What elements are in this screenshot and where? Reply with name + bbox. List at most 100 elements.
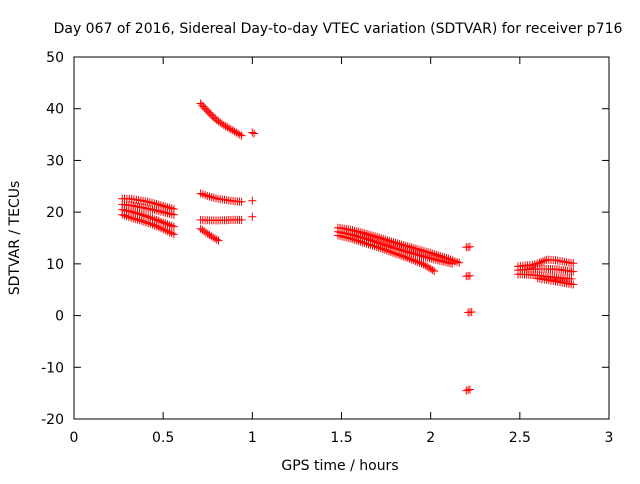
data-point — [129, 214, 138, 223]
data-point — [467, 308, 476, 316]
data-point — [237, 197, 246, 206]
data-point — [411, 257, 420, 266]
series-track-e3 — [464, 308, 476, 317]
data-point — [465, 385, 474, 394]
data-point — [350, 235, 359, 244]
data-point — [234, 129, 243, 138]
data-point — [389, 248, 397, 257]
x-tick-label: 2.5 — [509, 430, 531, 446]
data-point — [169, 210, 178, 219]
data-point — [133, 215, 142, 224]
data-point — [366, 241, 375, 249]
data-point — [127, 213, 136, 222]
data-point — [154, 223, 163, 232]
data-point — [465, 271, 474, 280]
data-point — [428, 266, 437, 274]
data-point — [383, 236, 392, 245]
series-track-d3 — [333, 231, 439, 276]
data-point — [395, 251, 404, 259]
data-point — [161, 226, 170, 235]
data-point — [221, 122, 230, 131]
data-point — [384, 247, 393, 256]
data-point — [368, 241, 377, 250]
data-point — [397, 251, 406, 260]
data-point — [210, 234, 219, 243]
data-point — [226, 125, 235, 134]
data-point — [382, 246, 391, 255]
data-point — [237, 215, 246, 224]
x-tick-label: 0 — [70, 430, 79, 446]
x-tick-label: 1 — [248, 430, 257, 446]
data-point — [161, 219, 170, 228]
data-point — [248, 196, 257, 205]
data-point — [453, 258, 462, 266]
data-point — [165, 228, 174, 237]
data-point — [137, 216, 146, 225]
data-point — [426, 248, 435, 257]
data-point — [232, 128, 241, 137]
data-point — [356, 237, 365, 246]
data-point — [537, 258, 546, 266]
series-track-b2 — [196, 189, 246, 206]
series-track-a4 — [118, 210, 178, 239]
data-point — [380, 245, 389, 254]
series-track-e2 — [462, 271, 474, 281]
data-point — [409, 256, 418, 265]
x-tick-label: 2 — [426, 430, 435, 446]
data-point — [248, 212, 257, 221]
data-point — [569, 267, 578, 276]
data-point — [364, 240, 373, 249]
data-point — [223, 123, 232, 132]
data-points — [118, 99, 578, 395]
data-point — [367, 231, 376, 240]
x-tick-label: 1.5 — [330, 430, 352, 446]
data-point — [448, 259, 457, 268]
series-track-b3 — [196, 215, 246, 225]
series-track-c1 — [248, 128, 259, 138]
data-point — [338, 232, 346, 241]
data-point — [248, 128, 257, 137]
data-point — [352, 236, 361, 245]
data-point — [393, 250, 401, 259]
data-point — [212, 235, 221, 244]
chart-title: Day 067 of 2016, Sidereal Day-to-day VTE… — [54, 21, 623, 37]
data-point — [569, 259, 578, 268]
data-point — [405, 254, 414, 263]
data-point — [376, 244, 385, 253]
data-point — [403, 253, 412, 262]
data-point — [354, 237, 363, 245]
data-point — [417, 259, 426, 268]
y-tick-labels: -20 -10 0 10 20 30 40 50 — [41, 50, 64, 428]
y-tick-label: 10 — [46, 257, 64, 273]
data-point — [348, 235, 357, 243]
data-point — [399, 252, 408, 261]
x-tick-label: 3 — [605, 430, 614, 446]
y-tick-label: 40 — [46, 102, 64, 118]
data-point — [169, 230, 178, 239]
x-tick-labels: 0 0.5 1 1.5 2 2.5 3 — [70, 430, 614, 446]
data-point — [214, 236, 223, 245]
plot-frame — [73, 56, 610, 420]
series-track-c2 — [248, 196, 257, 205]
y-tick-label: 30 — [46, 153, 64, 169]
data-point — [144, 219, 153, 228]
y-tick-label: -10 — [41, 360, 64, 376]
data-point — [370, 242, 379, 251]
data-point — [358, 238, 367, 247]
data-point — [230, 127, 239, 136]
data-point — [169, 222, 178, 231]
data-point — [378, 245, 387, 254]
y-tick-label: 50 — [46, 50, 64, 66]
data-point — [360, 239, 369, 247]
data-point — [235, 130, 244, 139]
data-point — [362, 239, 371, 248]
data-point — [569, 280, 578, 289]
data-point — [374, 243, 383, 252]
x-axis-label: GPS time / hours — [281, 458, 398, 474]
data-point — [413, 250, 422, 259]
data-point — [415, 258, 424, 267]
data-point — [225, 124, 234, 133]
